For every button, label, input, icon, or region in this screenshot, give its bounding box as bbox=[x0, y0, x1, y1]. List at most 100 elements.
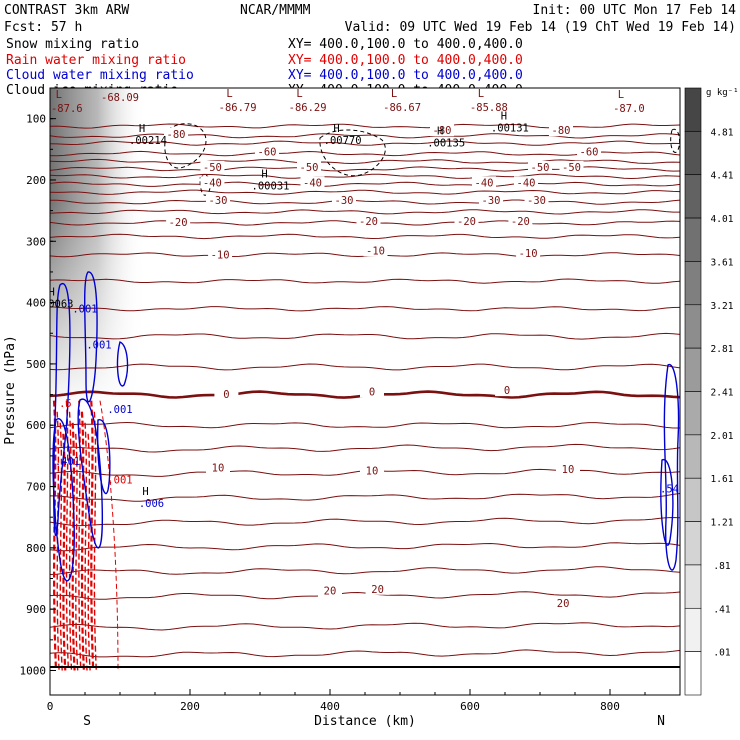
contour-label-bg bbox=[206, 194, 230, 207]
isotherm-label: -80 bbox=[167, 129, 186, 141]
x-axis-title: Distance (km) bbox=[314, 714, 416, 729]
cloud-water-contour bbox=[96, 419, 111, 495]
field-label-snow: Snow mixing ratio bbox=[6, 37, 139, 52]
rain-outer-contour bbox=[99, 400, 119, 671]
contour-label-bg bbox=[200, 176, 225, 189]
contour-label-bg bbox=[214, 387, 239, 400]
isotherm-minor bbox=[50, 306, 680, 312]
low-marker: L bbox=[618, 89, 624, 101]
rain-contour bbox=[68, 411, 73, 671]
field-label-cloud-water: Cloud water mixing ratio bbox=[6, 68, 194, 83]
contour-label-bg bbox=[551, 596, 576, 609]
cloud-water-label: .401 bbox=[55, 456, 80, 468]
contour-label-bg bbox=[479, 194, 503, 207]
isotherm-minor bbox=[50, 516, 680, 527]
isotherm--40 bbox=[50, 181, 680, 187]
isotherm-label: 10 bbox=[562, 464, 575, 476]
endpoint-left: S bbox=[83, 714, 91, 729]
contour-label-bg bbox=[472, 176, 496, 189]
contour-label-bg bbox=[430, 124, 454, 137]
x-tick-label: 0 bbox=[47, 700, 54, 713]
rain-contour bbox=[87, 433, 91, 671]
isotherm-label: -50 bbox=[300, 162, 319, 174]
isotherm-label: -80 bbox=[552, 125, 571, 137]
colorbar-level: .81 bbox=[713, 561, 730, 572]
isotherm-label: -30 bbox=[527, 195, 546, 207]
colorbar-swatch bbox=[684, 434, 702, 479]
isotherm-label: -60 bbox=[258, 147, 277, 159]
cloud-ice-contour bbox=[164, 123, 207, 169]
isotherm-label: -40 bbox=[475, 177, 494, 189]
colorbar-level: .01 bbox=[713, 648, 730, 659]
colorbar-swatch bbox=[684, 347, 702, 392]
cloud-water-label: .001 bbox=[86, 340, 111, 352]
low-marker: L bbox=[296, 88, 302, 100]
contour-label-bg bbox=[495, 384, 520, 397]
colorbar-level: 4.41 bbox=[711, 171, 734, 182]
colorbar-units: g kg⁻¹ bbox=[706, 88, 739, 98]
rain-contour bbox=[65, 400, 70, 671]
field-xy-snow: XY= 400.0,100.0 to 400.0,400.0 bbox=[288, 37, 523, 52]
isotherm-label: -30 bbox=[209, 195, 228, 207]
x-tick-label: 600 bbox=[460, 700, 480, 713]
low-marker: L bbox=[391, 88, 397, 100]
contour-label-bg bbox=[516, 246, 541, 259]
isotherm-minor bbox=[50, 622, 680, 631]
colorbar-level: 1.61 bbox=[711, 474, 734, 485]
colorbar-level: 2.81 bbox=[711, 344, 734, 355]
high-value: .00131 bbox=[491, 123, 529, 135]
colorbar-swatch bbox=[684, 521, 702, 566]
valid-time: Valid: 09 UTC Wed 19 Feb 14 (19 ChT Wed … bbox=[345, 20, 736, 35]
contour-label-bg bbox=[524, 194, 549, 207]
cloud-water-contour bbox=[84, 271, 98, 403]
high-marker: H bbox=[501, 111, 507, 123]
isotherm-minor bbox=[50, 140, 680, 146]
isotherm-label: -20 bbox=[359, 216, 378, 228]
colorbar-level: 1.21 bbox=[711, 518, 734, 529]
x-tick-label: 800 bbox=[600, 700, 620, 713]
contour-label-bg bbox=[208, 248, 233, 261]
contour-label-bg bbox=[549, 124, 573, 137]
low-value: -87.6 bbox=[51, 103, 83, 115]
high-value: .00214 bbox=[129, 135, 167, 147]
y-tick-label: 400 bbox=[26, 297, 46, 310]
contour-label-bg bbox=[164, 127, 188, 140]
isotherm-label: -40 bbox=[203, 177, 222, 189]
low-marker: L bbox=[226, 88, 232, 100]
isotherm-minor bbox=[50, 278, 680, 284]
rain-contour bbox=[78, 400, 82, 671]
low-value: -86.79 bbox=[219, 102, 257, 114]
colorbar-level: 3.21 bbox=[711, 301, 734, 312]
cloud-water-contour bbox=[77, 398, 104, 549]
y-tick-label: 500 bbox=[26, 358, 46, 371]
contour-label-bg bbox=[300, 176, 325, 189]
isotherm-label: 10 bbox=[212, 462, 225, 474]
contour-label-bg bbox=[559, 160, 584, 173]
isotherm-label: -30 bbox=[335, 195, 354, 207]
isotherm-label: -20 bbox=[511, 216, 530, 228]
isotherm-label: -10 bbox=[211, 250, 230, 262]
isotherm-label: -20 bbox=[169, 217, 188, 229]
isotherm-label: -50 bbox=[562, 162, 581, 174]
y-tick-label: 1000 bbox=[20, 664, 47, 677]
contour-label-bg bbox=[577, 145, 601, 158]
y-axis-title: Pressure (hPa) bbox=[3, 335, 18, 445]
isotherm-minor bbox=[50, 493, 680, 502]
isotherm-label: 0 bbox=[504, 385, 510, 397]
high-marker: H bbox=[49, 287, 55, 299]
rain-contour bbox=[59, 422, 63, 671]
isotherm-minor bbox=[50, 123, 680, 129]
x-tick-label: 200 bbox=[180, 700, 200, 713]
isotherm-minor bbox=[50, 209, 680, 215]
isotherm-label: -10 bbox=[519, 248, 538, 260]
low-marker: L bbox=[478, 88, 484, 100]
colorbar-swatch bbox=[684, 261, 702, 306]
cloud-water-contour bbox=[116, 341, 129, 387]
rain-contour bbox=[75, 433, 79, 671]
init-time: Init: 00 UTC Mon 17 Feb 14 bbox=[533, 3, 737, 18]
isotherm-label: -30 bbox=[482, 195, 501, 207]
contour-label-bg bbox=[356, 214, 381, 227]
contour-label-bg bbox=[360, 464, 384, 477]
low-value: -68.09 bbox=[101, 92, 139, 104]
colorbar-swatch bbox=[684, 217, 702, 262]
